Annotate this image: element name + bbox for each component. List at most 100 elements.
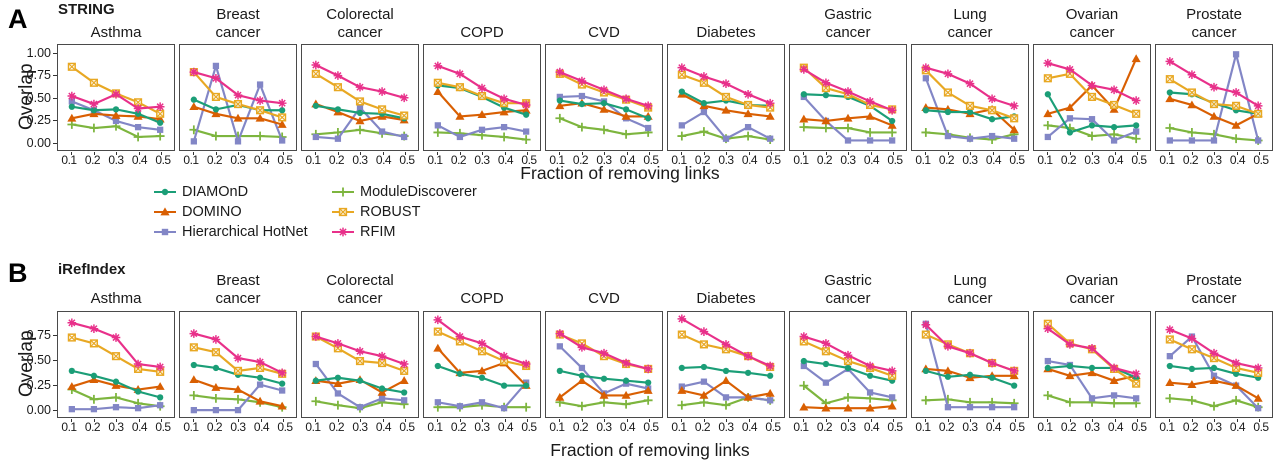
series-robust [311, 69, 409, 120]
x-tick-label: 0.5 [155, 420, 171, 434]
x-tick-mark [1236, 419, 1238, 422]
subplot-title-line1 [114, 6, 118, 24]
x-tick-label: 0.1 [549, 420, 565, 434]
series-robust [1043, 69, 1141, 118]
subplot-title: CVD [545, 256, 663, 311]
x-tick-label: 0.4 [985, 153, 1002, 167]
subplot-title: Breast cancer [179, 256, 297, 311]
x-tick-mark [703, 419, 705, 422]
y-tick-mark [53, 385, 57, 386]
x-tick-label: 0.4 [131, 153, 148, 167]
subplot-title-line2: cancer [825, 24, 871, 41]
series-robust [1043, 319, 1141, 388]
subplot-title-line1 [480, 6, 484, 24]
x-tick-mark [1236, 152, 1238, 155]
subplot-title-line1: Ovarian [1065, 272, 1119, 289]
subplot-prostate-cancer: Prostate cancer 0.1 0.2 0.3 0.4 0.5 [1155, 256, 1273, 434]
x-tick-mark [71, 152, 72, 155]
x-tick-mark [437, 419, 438, 422]
series-robust [677, 330, 775, 372]
x-tick-label: 0.5 [1131, 420, 1147, 434]
plot-svg [1033, 44, 1151, 151]
x-tick-label: 0.4 [497, 420, 514, 434]
x-tick-mark [437, 152, 438, 155]
subplot-title-line1: Gastric [824, 272, 872, 289]
x-tick-mark [726, 152, 727, 155]
series-rfim [921, 320, 1019, 376]
series-diamond [556, 97, 652, 122]
plot-svg [1155, 44, 1273, 151]
y-tick-label: 0.50 [26, 353, 51, 367]
series-rfim [189, 329, 287, 378]
plot-svg [911, 311, 1029, 418]
subplot-title-line2: cancer [947, 24, 993, 41]
subplot-title-line1: Gastric [824, 6, 872, 23]
series-domino [189, 375, 287, 410]
subplot-gastric-cancer: Gastric cancer 0.1 0.2 0.3 0.4 0.5 [789, 0, 907, 167]
subplot-title-line1: Colorectal [326, 272, 394, 289]
subplot-asthma: Asthma 0.1 0.2 0.3 0.4 0.5 [57, 0, 175, 167]
x-tick-label: 0.3 [840, 420, 856, 434]
plot-svg [911, 44, 1029, 151]
x-tick-mark [681, 152, 682, 155]
subplot-title-line2: CVD [588, 24, 620, 41]
x-tick-label: 0.4 [375, 153, 392, 167]
series-rfim [311, 332, 409, 369]
x-tick-mark [1137, 419, 1138, 422]
subplot-copd: COPD 0.1 0.2 0.3 0.4 0.5 [423, 0, 541, 167]
x-tick-label: 0.2 [1060, 420, 1077, 434]
series-modulediscoverer [67, 120, 165, 142]
x-tick-label: 0.2 [694, 153, 711, 167]
x-tick-label: 0.1 [671, 153, 687, 167]
subplot-title: COPD [423, 0, 541, 44]
x-tick-mark [1092, 152, 1093, 155]
x-tick-label: 0.1 [1159, 153, 1175, 167]
series-rfim [1043, 58, 1141, 105]
x-tick-mark [382, 152, 384, 155]
series-rfim [799, 332, 897, 376]
x-tick-mark [803, 419, 804, 422]
y-tick-mark [53, 410, 57, 411]
subplot-title: CVD [545, 0, 663, 44]
x-tick-mark [1191, 152, 1193, 155]
series-rfim [555, 329, 653, 374]
series-diamond [68, 103, 164, 126]
x-tick-mark [649, 152, 650, 155]
x-tick-mark [1092, 419, 1093, 422]
x-tick-mark [970, 152, 971, 155]
x-tick-label: 0.3 [352, 153, 368, 167]
legend-label: ModuleDiscoverer [360, 184, 477, 200]
series-domino [555, 376, 653, 401]
subplot-title-line2: COPD [460, 290, 504, 307]
triangle-icon [154, 207, 176, 216]
x-tick-label: 0.3 [840, 153, 856, 167]
plot-svg [667, 311, 785, 418]
x-tick-labels: 0.1 0.2 0.3 0.4 0.5 [545, 151, 663, 167]
x-tick-labels: 0.1 0.2 0.3 0.4 0.5 [1033, 418, 1151, 434]
plus-icon [332, 187, 354, 197]
series-rfim [1043, 324, 1141, 379]
subplot-title-line1 [480, 272, 484, 290]
x-tick-mark [283, 152, 284, 155]
plot-svg [789, 311, 907, 418]
x-tick-mark [848, 419, 849, 422]
series-rfim [189, 67, 287, 108]
series-hierarchical-hotnet [312, 104, 408, 142]
x-tick-mark [947, 419, 949, 422]
x-tick-mark [992, 419, 994, 422]
x-tick-mark [703, 152, 705, 155]
x-tick-mark [1047, 419, 1048, 422]
subplot-copd: COPD 0.1 0.2 0.3 0.4 0.5 [423, 256, 541, 434]
x-tick-mark [626, 152, 628, 155]
y-tick-label: 0.00 [26, 403, 51, 417]
series-domino [677, 376, 775, 401]
x-tick-mark [771, 152, 772, 155]
series-hierarchical-hotnet [922, 75, 1018, 142]
x-tick-mark [138, 152, 140, 155]
x-tick-label: 0.1 [305, 420, 321, 434]
x-tick-labels: 0.1 0.2 0.3 0.4 0.5 [911, 418, 1029, 434]
panel-irefindex: B iRefIndex Overlap Asthma 0.1 0.2 0.3 0.4 0.… [0, 256, 1280, 436]
plot-area [1155, 44, 1273, 155]
plot-area [789, 44, 907, 155]
x-tick-labels: 0.1 0.2 0.3 0.4 0.5 [179, 151, 297, 167]
